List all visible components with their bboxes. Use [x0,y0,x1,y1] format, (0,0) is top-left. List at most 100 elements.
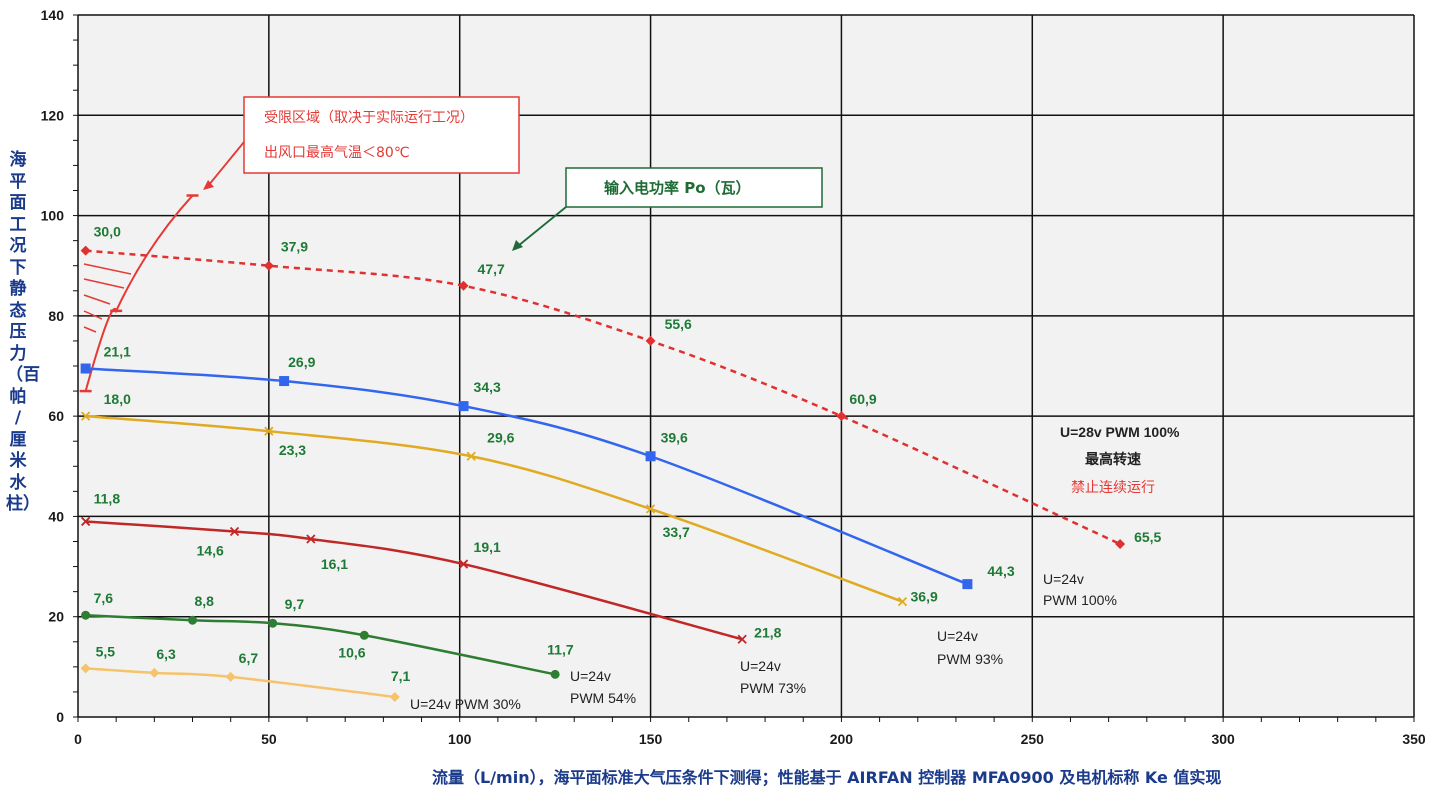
series-5-marker-0 [80,663,91,674]
restricted-hatch-1 [83,278,125,289]
label-pwm73-line1: U=24v [740,658,781,674]
label-pwm100-line2: PWM 100% [1043,592,1117,608]
label-pwm30: U=24v PWM 30% [410,696,521,712]
power-callout-box [565,167,823,208]
series-line-5 [85,667,395,699]
y-tick-140: 140 [41,7,65,23]
y-axis-label: 海平面工况下静态压力（百帕 / 厘米水柱） [6,150,40,514]
series-0-marker-0 [80,245,91,256]
series-5-label-2: 6,7 [239,650,259,666]
y-tick-100: 100 [41,208,65,224]
y-tick-80: 80 [48,308,64,324]
series-group [80,245,1126,702]
restricted-callout-arrow [207,141,245,187]
y-tick-40: 40 [48,508,64,524]
restricted-zone [79,194,199,393]
x-tick-150: 150 [639,731,663,747]
series-0-marker-2 [458,280,469,291]
series-4-marker-1 [188,615,198,625]
series-4-label-4: 11,7 [547,641,574,657]
series-1-label-4: 44,3 [987,563,1014,579]
restricted-callout-box [243,96,520,174]
x-tick-0: 0 [74,731,82,747]
series-3-label-0: 11,8 [94,490,121,506]
series-2-marker-3 [645,504,656,514]
label-no-continuous: 禁止连续运行 [1071,479,1155,495]
series-2-marker-4 [897,597,908,607]
x-tick-100: 100 [448,731,472,747]
power-callout-text: 输入电功率 Po（瓦） [604,179,751,197]
series-2-label-0: 18,0 [104,391,131,407]
series-2-marker-1 [264,426,274,436]
series-line-0 [85,249,1121,546]
series-5-marker-2 [225,671,236,682]
restricted-hatch-3 [83,310,103,320]
series-1-label-1: 26,9 [288,354,315,370]
series-2-label-3: 33,7 [663,524,690,540]
series-5-label-0: 5,5 [96,643,116,659]
series-1-marker-0 [80,363,91,374]
restricted-callout-line2: 出风口最高气温＜80℃ [264,144,410,161]
series-2-marker-0 [80,411,91,421]
series-3-label-1: 14,6 [197,542,224,558]
series-2-label-4: 36,9 [911,589,938,605]
y-minor-ticks [73,14,1415,722]
series-4-label-0: 7,6 [94,590,114,606]
restricted-arrow-head [203,180,214,190]
series-names: U=28v PWM 100% 最高转速 禁止连续运行 U=24v PWM 100… [410,424,1180,712]
series-1-label-0: 21,1 [104,344,131,360]
series-1-label-2: 34,3 [474,379,501,395]
power-callout-arrow [517,206,567,247]
y-tick-20: 20 [48,609,64,625]
label-28v-pwm: U=28v PWM 100% [1060,424,1180,440]
y-tick-0: 0 [56,709,64,725]
x-tick-250: 250 [1021,731,1045,747]
series-4-marker-4 [550,669,560,679]
power-callout: 输入电功率 Po（瓦） [512,167,823,251]
series-0-label-2: 47,7 [478,261,505,277]
restricted-hatch-4 [83,326,97,333]
series-3-marker-0 [80,516,91,527]
restricted-hatch-0 [83,263,132,275]
x-axis-label: 流量（L/min），海平面标准大气压条件下测得；性能基于 AIRFAN 控制器 … [432,768,1222,787]
series-line-4 [85,613,556,676]
tick-labels: 0 50 100 150 200 250 300 350 0 20 40 60 80 100 120 140 [41,7,1426,747]
label-pwm93-line2: PWM 93% [937,651,1003,667]
series-3-label-2: 16,1 [321,556,348,572]
point-labels: 30,0 37,9 47,7 55,6 60,9 65,5 21,1 26,9 34,3 39,6… [94,224,1162,684]
series-5-marker-1 [149,667,160,678]
series-0-label-1: 37,9 [281,239,308,255]
series-0-marker-3 [645,335,656,346]
series-4-marker-2 [268,618,278,628]
series-2-label-2: 29,6 [487,429,514,445]
restricted-callout: 受限区域（取决于实际运行工况） 出风口最高气温＜80℃ [203,96,520,190]
x-tick-300: 300 [1211,731,1235,747]
series-0-marker-4 [836,411,847,422]
series-3-label-4: 21,8 [754,624,781,640]
series-3-marker-1 [229,526,240,537]
series-3-label-3: 19,1 [474,539,501,555]
label-pwm54-line2: PWM 54% [570,690,636,706]
series-4-marker-0 [81,610,91,620]
x-tick-350: 350 [1402,731,1426,747]
series-4-label-1: 8,8 [195,593,215,609]
restricted-callout-line1: 受限区域（取决于实际运行工况） [264,110,474,126]
label-max-speed: 最高转速 [1085,451,1141,467]
label-pwm54-line1: U=24v [570,668,611,684]
series-0-label-5: 65,5 [1134,529,1161,545]
series-0-marker-5 [1115,539,1126,550]
label-pwm93-line1: U=24v [937,628,978,644]
series-1-marker-1 [279,376,290,387]
label-pwm73-line2: PWM 73% [740,680,806,696]
series-0-label-4: 60,9 [849,391,876,407]
series-5-label-1: 6,3 [156,646,176,662]
series-0-marker-1 [263,260,274,271]
series-4-label-3: 10,6 [338,644,365,660]
series-5-label-3: 7,1 [391,668,411,684]
series-3-marker-4 [737,634,747,644]
series-2-label-1: 23,3 [279,442,306,458]
series-5-marker-3 [389,691,400,702]
series-line-3 [85,520,743,641]
x-tick-50: 50 [261,731,277,747]
